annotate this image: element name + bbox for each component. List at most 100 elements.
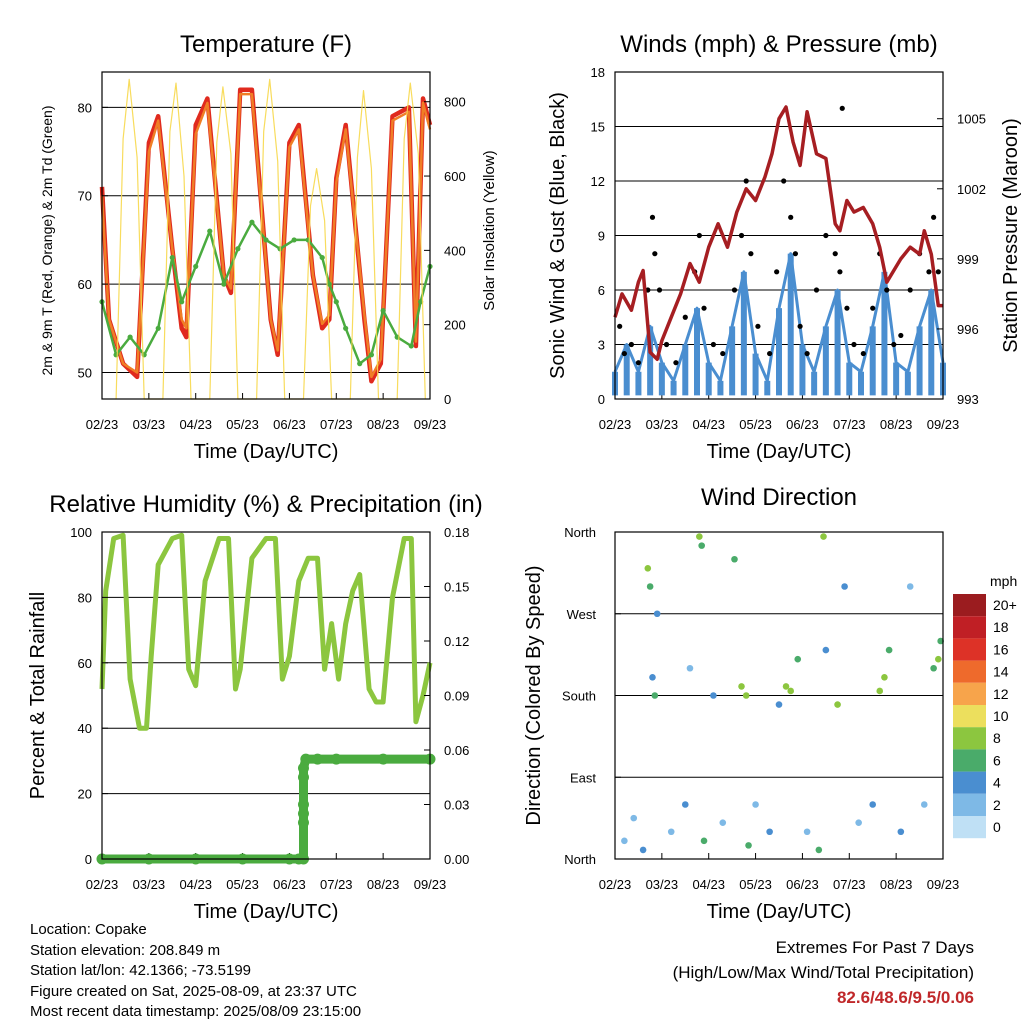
station-info: Location: Copake Station elevation: 208.… <box>30 920 361 1023</box>
x-tick-label: 09/23 <box>927 417 960 432</box>
gust-point <box>743 178 749 184</box>
y-right-tick-label: 999 <box>957 252 979 267</box>
x-tick-label: 07/23 <box>833 877 866 892</box>
colorbar-swatch <box>953 749 986 772</box>
y-right-tick-label: 0.15 <box>444 580 469 595</box>
y-tick-label: 12 <box>591 174 605 189</box>
colorbar-swatch <box>953 816 986 839</box>
gust-point <box>710 341 717 348</box>
direction-point <box>815 846 823 854</box>
gust-point <box>935 269 941 275</box>
colorbar-swatch <box>953 727 986 750</box>
colorbar-tick-label: 20+ <box>993 597 1017 613</box>
gust-point <box>813 287 820 293</box>
x-tick-label: 06/23 <box>273 877 306 892</box>
x-tick-label: 09/23 <box>414 417 447 432</box>
direction-point <box>710 692 717 699</box>
direction-point <box>855 819 862 826</box>
x-tick-label: 09/23 <box>927 877 960 892</box>
direction-point <box>794 655 802 663</box>
direction-point <box>775 701 783 708</box>
direction-point <box>667 828 675 836</box>
plot-frame <box>101 531 431 860</box>
direction-point <box>834 701 841 708</box>
y-tick-label: 60 <box>78 277 92 292</box>
rainfall-point <box>297 817 309 829</box>
y-axis-label: Solar Insolation (Yellow) <box>481 150 498 310</box>
direction-point <box>700 837 708 845</box>
gust-point <box>860 350 866 357</box>
chart-panel-2: Winds (mph) & Pressure (mb) Time (Day/UTC… <box>547 31 1022 463</box>
gust-point <box>851 341 857 348</box>
gust-point <box>788 214 794 220</box>
x-tick-label: 03/23 <box>133 877 166 892</box>
gust-point <box>621 350 627 357</box>
y-tick-label: 80 <box>78 590 92 605</box>
x-axis-label: Time (Day/UTC) <box>707 901 852 923</box>
gust-point <box>891 341 897 348</box>
gust-point <box>628 341 635 348</box>
direction-points <box>621 533 944 854</box>
gust-point <box>720 350 726 357</box>
gust-point <box>781 178 787 184</box>
y-right-tick-label: 800 <box>444 95 466 110</box>
x-tick-label: 07/23 <box>320 417 353 432</box>
rainfall-line <box>102 754 430 864</box>
y-tick-label: 6 <box>598 283 605 298</box>
colorbar-tick-label: 14 <box>993 664 1009 680</box>
x-tick-label: 09/23 <box>414 877 447 892</box>
gust-point <box>823 232 829 239</box>
gust-point <box>649 214 656 220</box>
direction-point <box>937 637 944 645</box>
direction-point <box>920 801 928 808</box>
y-right-tick-label: 600 <box>444 169 466 184</box>
direction-point <box>876 687 884 695</box>
y-right-tick-label: 1002 <box>957 182 986 197</box>
y-tick-label: 9 <box>598 229 605 244</box>
y-tick-label: South <box>562 689 596 704</box>
y-tick-label: 70 <box>78 189 92 204</box>
colorbar-swatch <box>953 771 986 794</box>
y-right-tick-label: 0 <box>444 392 451 407</box>
station-latlon: Station lat/lon: 42.1366; -73.5199 <box>30 962 252 979</box>
x-tick-label: 07/23 <box>320 877 353 892</box>
direction-point <box>881 674 888 681</box>
direction-point <box>639 846 647 854</box>
gust-point <box>931 214 937 220</box>
series-total-rainfall <box>96 753 436 865</box>
direction-point <box>644 565 652 572</box>
gust-point <box>656 287 663 293</box>
colorbar-unit-label: mph <box>990 573 1017 589</box>
direction-point <box>906 583 914 590</box>
colorbar-tick-label: 10 <box>993 708 1009 724</box>
chart-panel-3: Relative Humidity (%) & Precipitation (i… <box>27 491 483 923</box>
y-tick-label: 18 <box>591 65 605 80</box>
y-axis-label: Direction (Colored By Speed) <box>523 565 545 825</box>
x-tick-label: 03/23 <box>646 877 679 892</box>
colorbar-swatch <box>953 616 986 639</box>
series-sonic-wind <box>612 252 946 396</box>
gust-point <box>870 305 876 311</box>
direction-point <box>820 533 827 540</box>
x-tick-label: 02/23 <box>599 877 632 892</box>
rainfall-point <box>297 771 309 783</box>
colorbar-tick-label: 4 <box>993 775 1001 791</box>
colorbar-swatch <box>953 638 986 661</box>
gust-point <box>839 105 845 111</box>
y-right-tick-label: 996 <box>957 322 979 337</box>
y-right-tick-label: 0.09 <box>444 689 469 704</box>
y-axis-label: Station Pressure (Maroon) <box>1000 118 1022 353</box>
x-tick-label: 05/23 <box>226 417 259 432</box>
x-tick-label: 06/23 <box>786 417 819 432</box>
colorbar-swatch <box>953 594 986 617</box>
x-tick-label: 08/23 <box>880 877 913 892</box>
colorbar-tick-label: 12 <box>993 686 1009 702</box>
direction-point <box>745 842 752 849</box>
figure-created: Figure created on Sat, 2025-08-09, at 23… <box>30 982 357 1000</box>
colorbar-swatch <box>953 793 986 816</box>
direction-point <box>630 814 638 822</box>
y-right-tick-label: 1005 <box>957 112 986 127</box>
y-tick-label: 60 <box>78 656 92 671</box>
rainfall-point <box>312 753 324 765</box>
